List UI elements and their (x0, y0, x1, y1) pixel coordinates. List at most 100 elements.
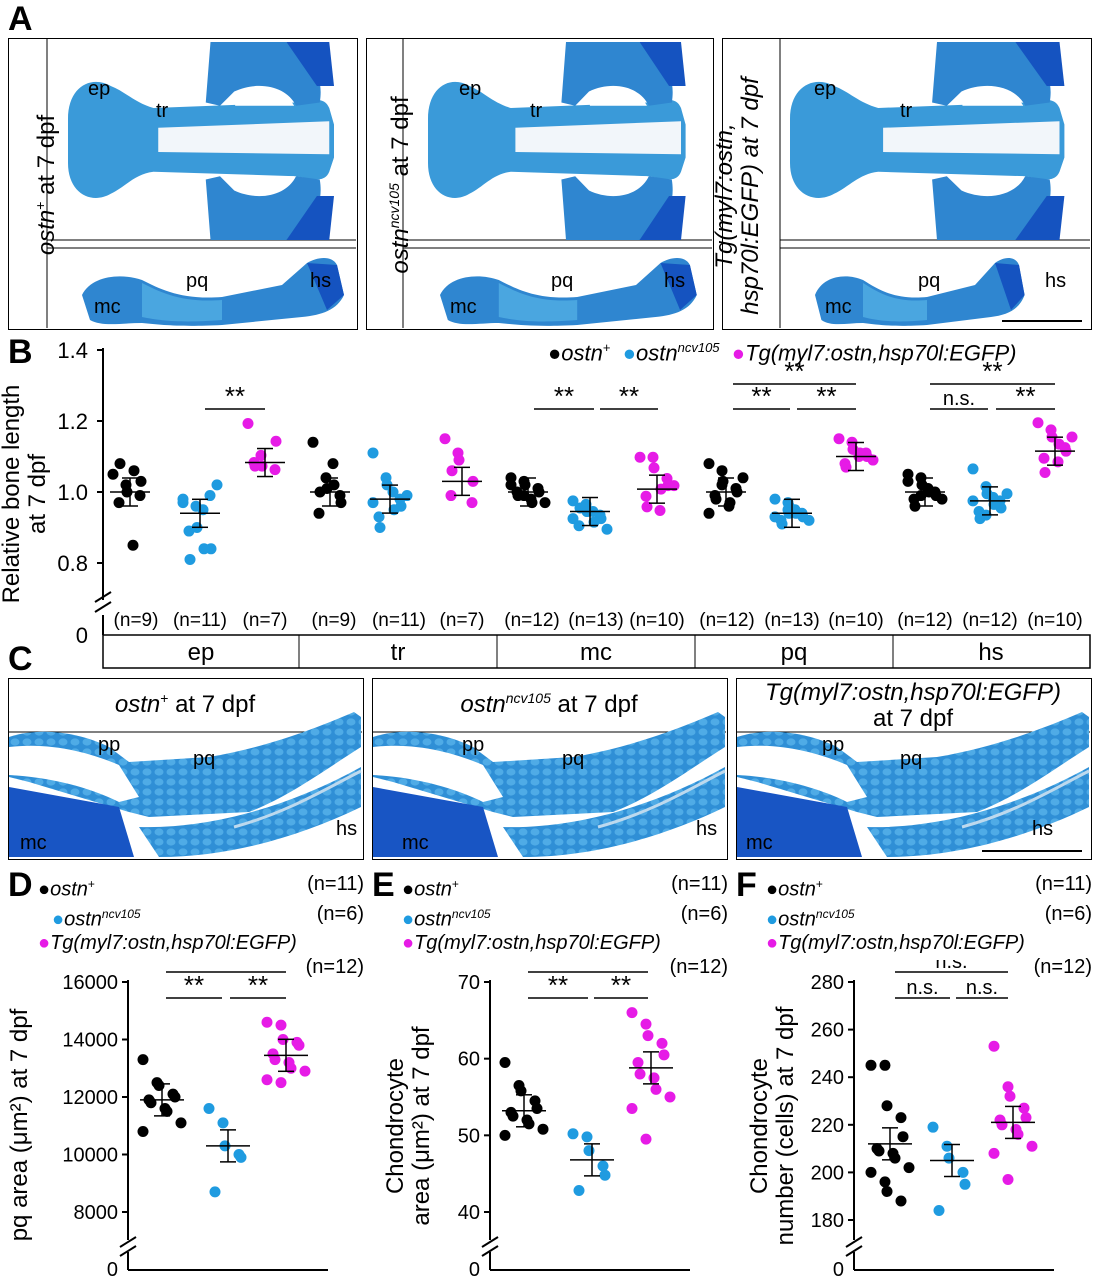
chart-b-point (988, 498, 1000, 510)
chartE-point (573, 1185, 585, 1197)
panel-c-title-1: ostn+ at 7 dpf (114, 690, 256, 718)
chart-b-point (634, 451, 646, 463)
chartF-point (1002, 1174, 1014, 1186)
chartD-point (261, 1016, 273, 1028)
panel-a-genotype-2: ostnncv105 at 7 dpf (386, 96, 414, 274)
chartD-break (119, 1245, 137, 1257)
chart-b-point (184, 553, 196, 565)
chartE-point (650, 1083, 662, 1095)
chartE-point (664, 1091, 676, 1103)
chartF-point (959, 1178, 971, 1190)
chart-b-group-label: ep (188, 639, 215, 666)
chartE-tick-label: 50 (458, 1125, 480, 1147)
chartE-point (648, 1072, 660, 1084)
chartE-point (658, 1049, 670, 1061)
label-pq: pq (193, 748, 216, 770)
label-hs: hs (336, 818, 358, 840)
chart-b-n-label: (n=10) (629, 610, 684, 631)
label-hs: hs (664, 270, 686, 292)
chart-b-point (453, 454, 465, 466)
chartF-point (1020, 1112, 1032, 1124)
chart-b-point (601, 523, 613, 535)
chartE-point (583, 1145, 595, 1157)
chart-b-point (915, 490, 927, 502)
chart-b-point (135, 475, 147, 487)
chart-b-point (518, 490, 530, 502)
chartD-break (119, 1236, 137, 1248)
label-pq: pq (186, 270, 209, 292)
chartF-point (903, 1162, 915, 1174)
label-mc: mc (450, 296, 477, 318)
chartE-tick-label: 60 (458, 1049, 480, 1071)
chart-b: 1.4 1.2 1.0 0.8 0 (n=9) (n=11) (n=7) (n=9) (… (57, 338, 1091, 669)
chart-b-point (654, 504, 666, 516)
label-tr: tr (156, 100, 169, 122)
chartE-point (581, 1131, 593, 1143)
ytick-b-1.4: 1.4 (57, 338, 88, 363)
chartE-point (499, 1129, 511, 1141)
chartD-point (169, 1091, 181, 1103)
chartE-point (599, 1169, 611, 1181)
chartD-tick-label: 8000 (74, 1202, 119, 1224)
chartD-point (175, 1117, 187, 1129)
chart-b-n-label: (n=13) (568, 610, 623, 631)
chartD-tick-label: 16000 (62, 972, 118, 994)
chartD-point (153, 1080, 165, 1091)
chart-b-point (833, 433, 845, 445)
chart-b-group-label: pq (781, 639, 808, 666)
chart-b-point (387, 486, 399, 498)
label-pq: pq (551, 270, 574, 292)
chart-b-point (127, 539, 139, 551)
chartF-sig-label: n.s. (935, 960, 967, 973)
panel-letter-f: F (736, 866, 757, 904)
charts-def: 16000 14000 12000 10000 8000 0 ** ** ** 70 60 50 40… (62, 960, 1054, 1280)
chart-b-point (198, 543, 210, 555)
chart-b-sig-label: ** (816, 381, 836, 411)
chart-b-n-label: (n=12) (897, 610, 952, 631)
chartF-point (1004, 1090, 1016, 1102)
chartF-point (933, 1204, 945, 1216)
chart-b-point (107, 468, 119, 480)
label-mc: mc (94, 296, 121, 318)
chart-b-point (335, 497, 347, 509)
chartD-point (275, 1019, 287, 1031)
chart-b-point (439, 433, 451, 445)
label-hs: hs (310, 270, 332, 292)
chart-b-point (128, 465, 140, 477)
label-mc: mc (825, 296, 852, 318)
chart-b-point (255, 449, 267, 461)
chart-b-point (113, 497, 125, 509)
chart-b-n-label: (n=9) (114, 610, 159, 631)
chart-b-sig-label: ** (784, 356, 804, 386)
chart-b-n-label: (n=10) (1027, 610, 1082, 631)
chartD-point (293, 1039, 305, 1051)
chart-b-sig-label: ** (982, 356, 1002, 386)
chart-b-sig-label: ** (619, 381, 639, 411)
chartF-break (845, 1236, 863, 1248)
chart-b-point (242, 417, 254, 429)
label-hs: hs (1045, 270, 1067, 292)
chart-b-n-label: (n=10) (828, 610, 883, 631)
panel-a-images (46, 38, 1090, 328)
chartE-sig-label: ** (611, 970, 631, 1000)
chart-b-point (902, 475, 914, 487)
chartE-point (634, 1068, 646, 1080)
panel-letter-b: B (8, 333, 33, 371)
label-pp: pp (462, 734, 485, 756)
chartD-point (137, 1126, 149, 1137)
chart-b-point (703, 507, 715, 519)
chartE-sig-label: ** (548, 970, 568, 1000)
chart-b-point (307, 436, 319, 448)
chartD-sig-label: ** (216, 960, 236, 974)
chartD-point (209, 1186, 221, 1198)
chart-b-point (367, 497, 379, 509)
chart-b-point (328, 479, 340, 491)
chart-b-point (710, 493, 722, 505)
chartF-point (873, 1145, 885, 1157)
chart-b-point (716, 465, 728, 477)
panel-b-legend: ●ostn+ ●ostnncv105 ●Tg(myl7:ostn,hsp70l:… (548, 340, 1017, 366)
panel-letter-d: D (8, 866, 33, 904)
panel-letter-a: A (8, 0, 33, 38)
chart-b-point (374, 522, 386, 533)
chartF-point (1002, 1081, 1014, 1093)
